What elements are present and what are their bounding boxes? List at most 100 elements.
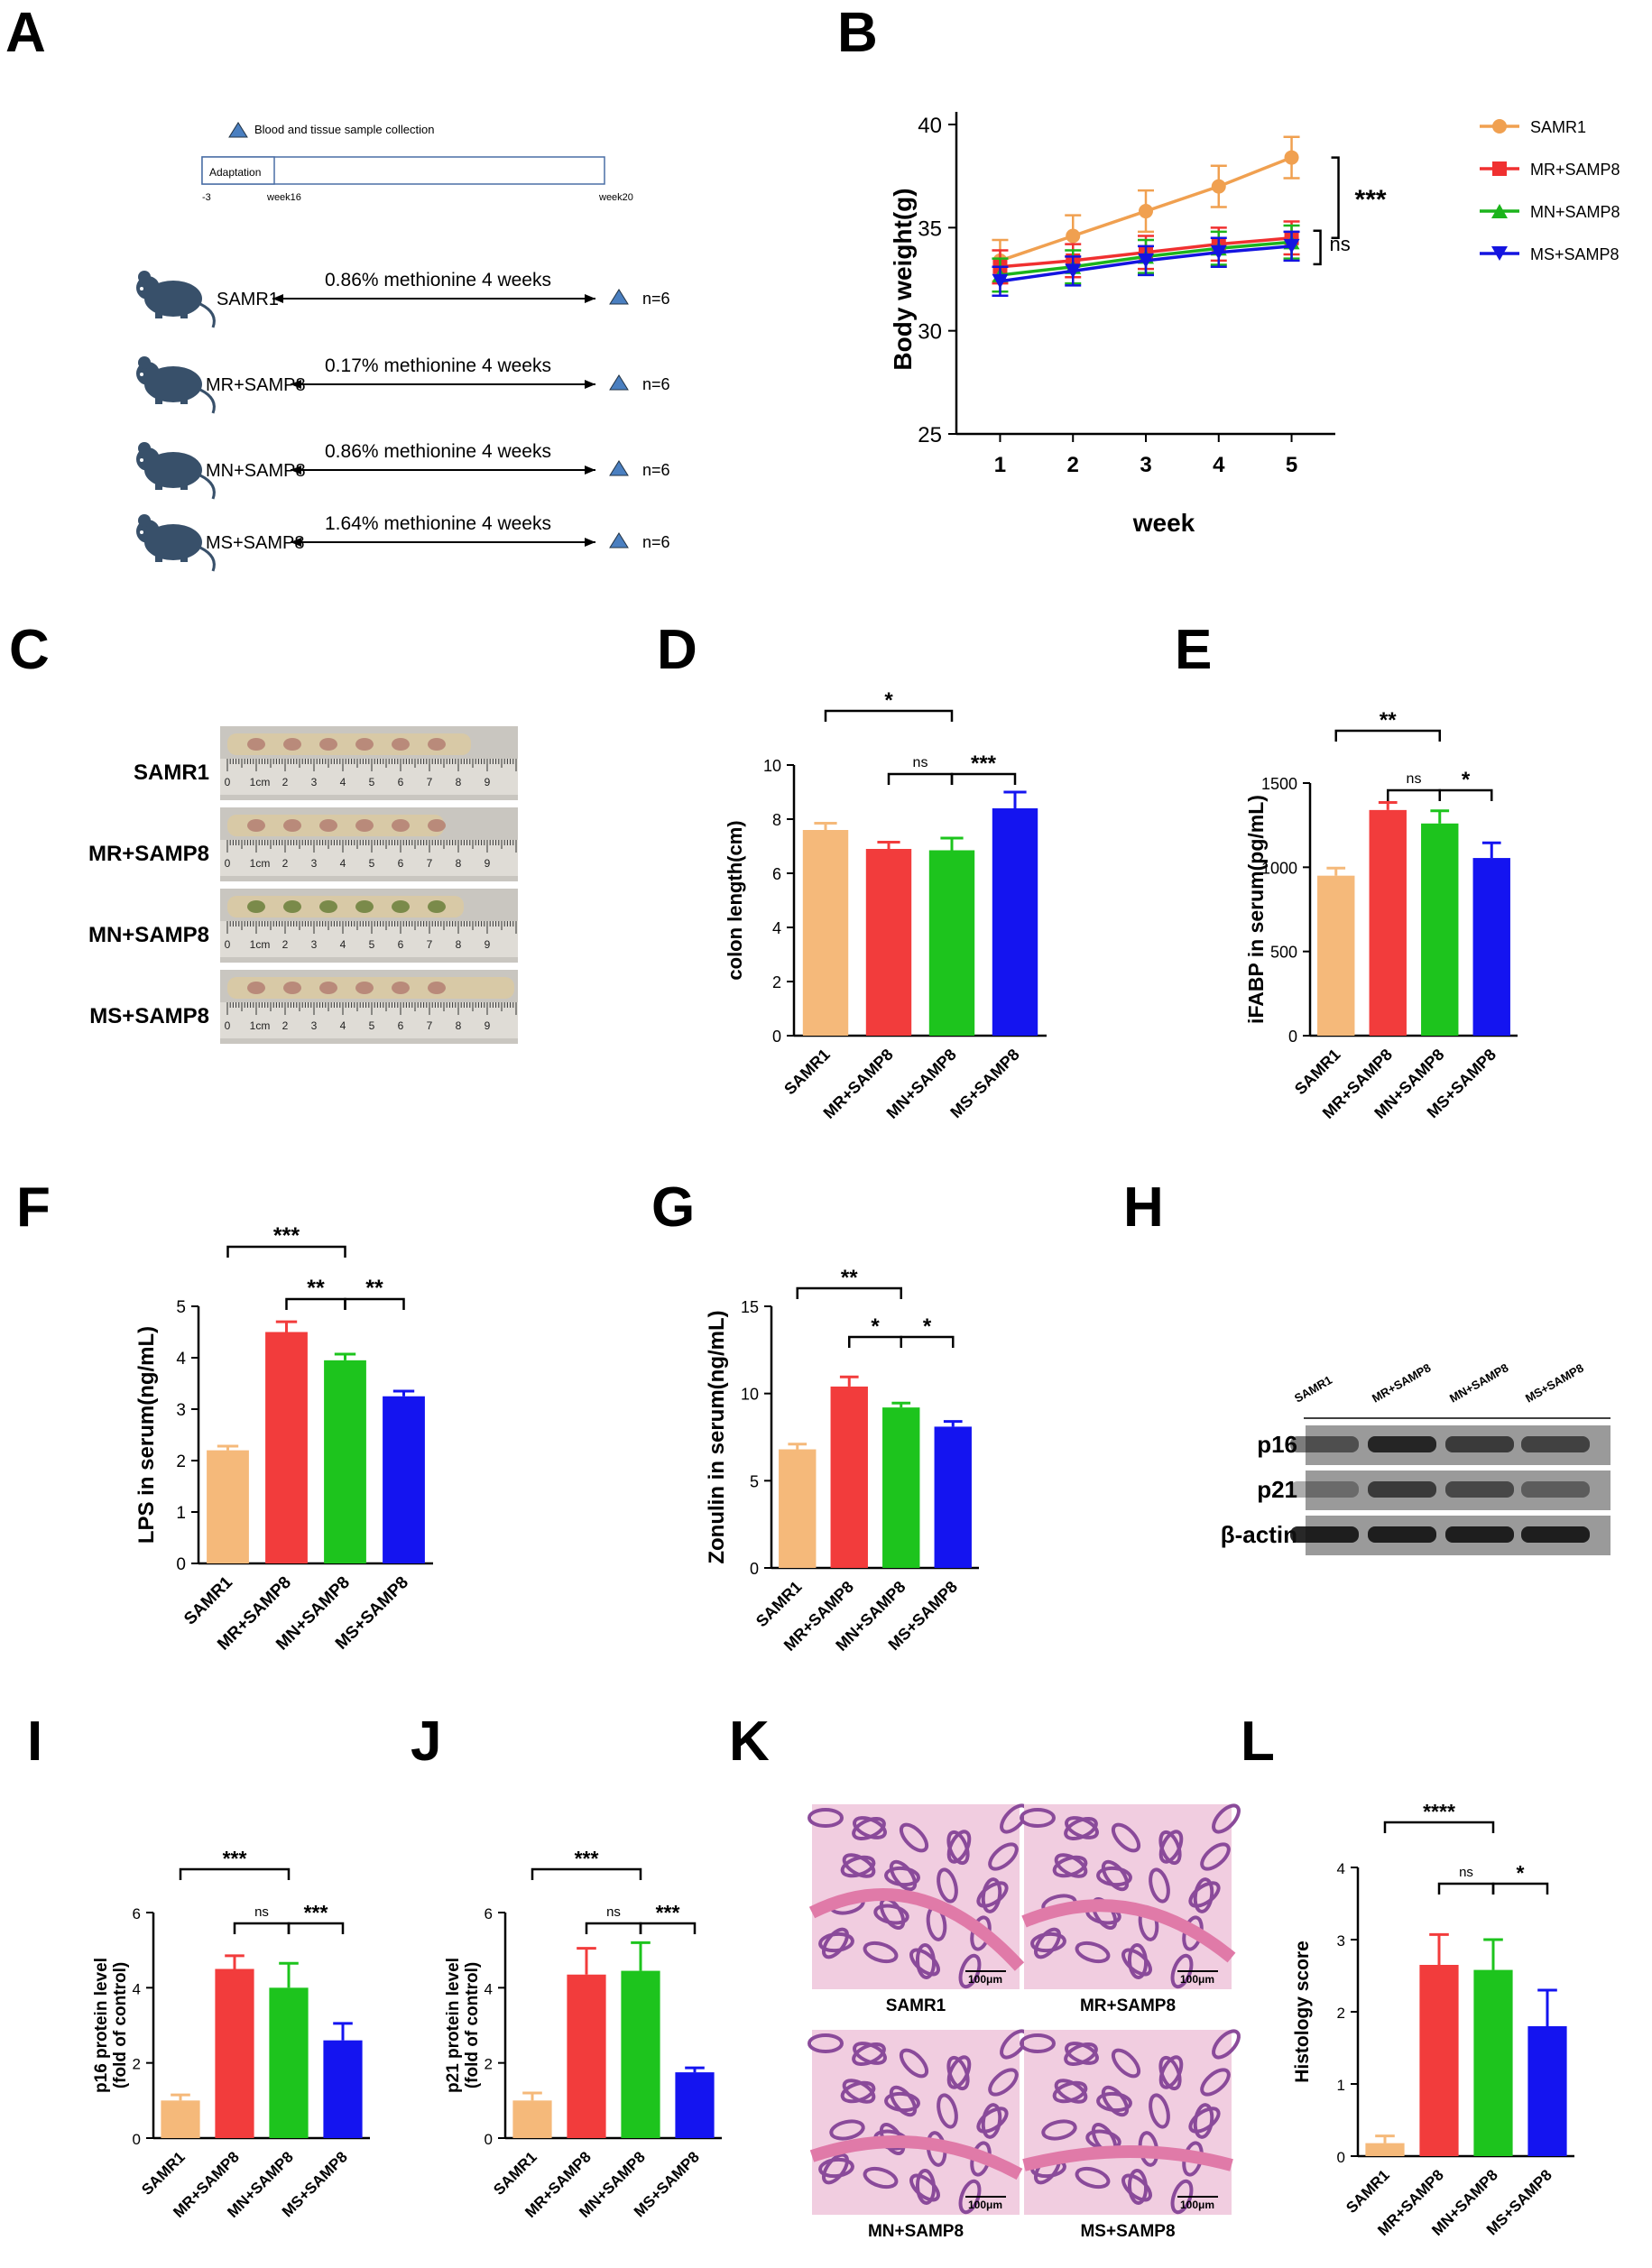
western-blot-panel: SAMR1 MR+SAMP8 MN+SAMP8 MS+SAMP8 p16 p21 β-act… — [1173, 1353, 1624, 1624]
marker — [1492, 161, 1507, 176]
tissue-spot — [392, 900, 410, 913]
bar-samr1 — [207, 1451, 249, 1563]
bar-mn-samp8 — [1473, 1970, 1512, 2156]
significance-bracket: * — [1440, 768, 1492, 801]
tissue-spot — [247, 982, 265, 994]
panel-letter-l: L — [1241, 1714, 1275, 1770]
significance-bracket: * — [849, 1314, 901, 1348]
bar-mn-samp8 — [929, 851, 974, 1037]
significance-label: *** — [1355, 185, 1387, 215]
arrow-head-right — [585, 466, 595, 475]
bar-ms-samp8 — [992, 808, 1038, 1036]
significance-label: * — [923, 1314, 932, 1339]
scale-label: 100μm — [1180, 1973, 1214, 1986]
y-tick-label: 40 — [918, 114, 942, 138]
study-design-diagram: Blood and tissue sample collection Adapt… — [0, 0, 812, 505]
ruler-label: 9 — [485, 1019, 491, 1032]
ifabp-bar-chart: 050010001500SAMR1MR+SAMP8MN+SAMP8MS+SAMP… — [1227, 686, 1651, 1164]
histology-caption: MN+SAMP8 — [812, 2222, 1020, 2242]
legend-label: MN+SAMP8 — [1530, 203, 1620, 221]
colon-photo: 0 1cm 2 3 4 5 6 7 8 9 — [220, 970, 518, 1044]
y-tick-label: 6 — [133, 1905, 141, 1922]
bar-mr-samp8 — [1370, 810, 1407, 1036]
y-axis-label: LPS in serum(ng/mL) — [134, 1326, 159, 1544]
zonulin-bar-chart: 051015SAMR1MR+SAMP8MN+SAMP8MS+SAMP8Zonul… — [704, 1281, 1110, 1696]
significance-bracket: **** — [1385, 1800, 1493, 1833]
x-tick-label: SAMR1 — [138, 2148, 189, 2199]
ruler-label: 3 — [311, 1019, 318, 1032]
arrow-head-right — [585, 294, 595, 303]
y-tick-label: 2 — [772, 973, 781, 991]
colon-row-label: MR+SAMP8 — [88, 842, 209, 867]
significance-label: *** — [971, 751, 997, 776]
x-tick-label: 2 — [1067, 453, 1079, 477]
significance-label: ns — [913, 755, 928, 770]
protein-band — [1445, 1526, 1514, 1543]
bar-mn-samp8 — [1421, 824, 1458, 1036]
scale-label: 100μm — [968, 1973, 1002, 1986]
significance-bracket: *** — [289, 1901, 343, 1934]
colon-photo-panel: SAMR1 0 1cm 2 3 4 5 6 7 8 9 MR+SAMP8 0 1cm 2 3 4 5 6 7 8 9 MN+… — [0, 722, 541, 1074]
colon-length-bar-chart: 0246810SAMR1MR+SAMP8MN+SAMP8MS+SAMP8colo… — [695, 686, 1182, 1164]
y-tick-label: 6 — [485, 1905, 493, 1922]
ruler-label: 6 — [398, 938, 404, 951]
tissue-spot — [319, 738, 337, 751]
significance-bracket: *** — [532, 1847, 641, 1880]
panel-letter-j: J — [411, 1714, 441, 1770]
significance-label: * — [1517, 1861, 1525, 1885]
ruler-label: 2 — [282, 938, 289, 951]
panel-letter-i: I — [27, 1714, 42, 1770]
protein-band — [1290, 1526, 1359, 1543]
sample-collection-legend: Blood and tissue sample collection — [254, 123, 434, 136]
significance-label: *** — [273, 1223, 300, 1249]
lane-label: SAMR1 — [1292, 1373, 1334, 1406]
ruler-label: 6 — [398, 776, 404, 788]
bar-samr1 — [512, 2100, 551, 2138]
colon-photo: 0 1cm 2 3 4 5 6 7 8 9 — [220, 726, 518, 800]
ruler-label: 9 — [485, 938, 491, 951]
y-axis-label-2: (fold of control) — [111, 1962, 130, 2088]
lane-label: MN+SAMP8 — [1447, 1360, 1510, 1405]
n-label: n=6 — [642, 375, 670, 393]
protein-band — [1368, 1436, 1436, 1452]
bar-ms-samp8 — [1473, 858, 1510, 1036]
panel-letter-f: F — [16, 1180, 51, 1236]
colon-row-label: MN+SAMP8 — [88, 923, 209, 948]
ruler-label: 5 — [369, 1019, 375, 1032]
significance-bracket: *** — [1332, 158, 1387, 238]
significance-label: ns — [606, 1904, 621, 1920]
significance-bracket: ns — [1388, 771, 1440, 801]
significance-bracket: ** — [346, 1276, 404, 1310]
n-label: n=6 — [642, 533, 670, 551]
significance-bracket: ns — [1314, 231, 1351, 264]
significance-bracket: * — [826, 688, 952, 722]
y-tick-label: 4 — [133, 1980, 141, 1997]
ruler-label: 2 — [282, 857, 289, 870]
tissue-spot — [319, 819, 337, 832]
significance-label: **** — [1423, 1800, 1455, 1823]
tissue-spot — [428, 900, 446, 913]
y-tick-label: 0 — [176, 1555, 186, 1574]
y-tick-label: 4 — [1337, 1860, 1345, 1877]
y-tick-label: 30 — [918, 320, 942, 345]
significance-label: *** — [304, 1901, 328, 1924]
significance-label: * — [871, 1314, 880, 1339]
legend: SAMR1 MR+SAMP8 MN+SAMP8 MS+SAMP8 — [1480, 118, 1620, 263]
ruler-label: 7 — [427, 938, 433, 951]
significance-bracket: *** — [641, 1901, 695, 1934]
timeline-week20-label: week20 — [598, 192, 633, 203]
timeline-start-label: -3 — [202, 192, 211, 203]
ruler-label: 8 — [456, 1019, 462, 1032]
n-label: n=6 — [642, 290, 670, 308]
protein-band — [1445, 1481, 1514, 1498]
sample-marker-icon — [610, 533, 628, 548]
y-tick-label: 15 — [741, 1298, 759, 1316]
ruler-label: 3 — [311, 857, 318, 870]
tissue-spot — [428, 819, 446, 832]
bar-ms-samp8 — [935, 1426, 972, 1568]
x-tick-label: SAMR1 — [490, 2148, 540, 2199]
marker — [1285, 151, 1299, 165]
ruler-label: 0 — [225, 1019, 231, 1032]
significance-bracket: * — [901, 1314, 954, 1348]
y-tick-label: 0 — [1337, 2149, 1345, 2166]
